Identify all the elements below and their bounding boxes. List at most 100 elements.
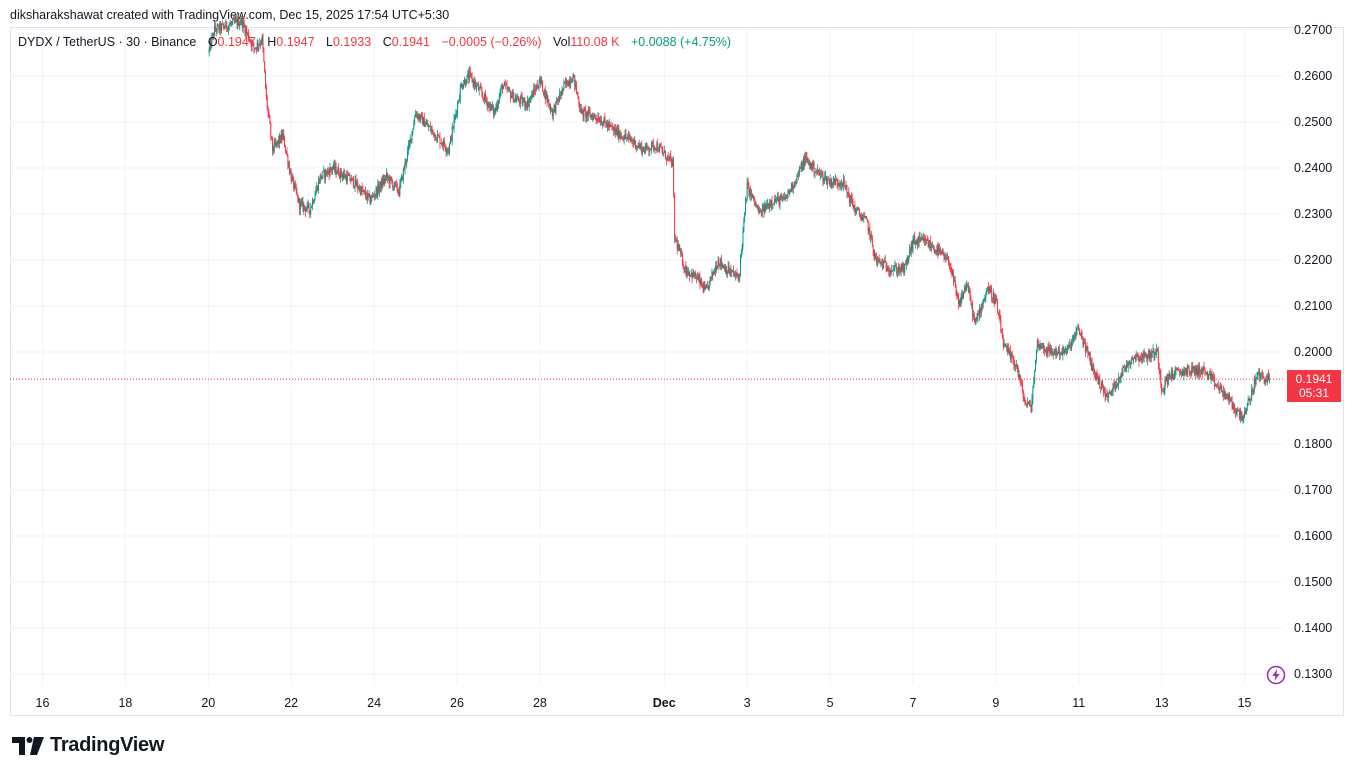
candle-body bbox=[841, 183, 843, 186]
candle-body bbox=[779, 198, 781, 206]
candle-body bbox=[1193, 366, 1195, 374]
candle-body bbox=[921, 237, 923, 239]
candle-body bbox=[502, 86, 504, 90]
candle-body bbox=[627, 136, 629, 139]
candle-body bbox=[469, 71, 471, 74]
candle-body bbox=[1236, 408, 1238, 413]
candle-body bbox=[945, 256, 947, 260]
candle-body bbox=[579, 104, 581, 109]
candle-body bbox=[624, 133, 626, 139]
candle-body bbox=[540, 77, 542, 83]
candle-body bbox=[258, 44, 260, 47]
candle-body bbox=[261, 35, 263, 43]
candle-body bbox=[818, 169, 820, 173]
legend-symbol[interactable]: DYDX / TetherUS · 30 · Binance bbox=[18, 35, 197, 49]
candle-body bbox=[228, 25, 230, 27]
y-tick-label: 0.2500 bbox=[1294, 115, 1332, 129]
candle-body bbox=[221, 23, 223, 25]
candle-body bbox=[568, 80, 570, 87]
candle-body bbox=[1127, 362, 1129, 368]
candle-body bbox=[964, 287, 966, 290]
candle-body bbox=[646, 144, 648, 147]
candle-body bbox=[296, 191, 298, 195]
candle-body bbox=[293, 177, 295, 189]
candle-body bbox=[889, 270, 891, 273]
y-tick-label: 0.1400 bbox=[1294, 621, 1332, 635]
lightning-icon[interactable] bbox=[1266, 665, 1286, 685]
y-tick-label: 0.1600 bbox=[1294, 529, 1332, 543]
candle-body bbox=[1043, 348, 1045, 351]
candle-body bbox=[943, 253, 945, 258]
candle-body bbox=[1016, 364, 1018, 369]
legend-close-value: 0.1941 bbox=[391, 35, 430, 49]
candle-body bbox=[570, 81, 572, 83]
candle-body bbox=[701, 285, 703, 287]
candle-body bbox=[676, 240, 678, 249]
tradingview-logo[interactable]: TradingView bbox=[12, 734, 164, 757]
candle-body bbox=[910, 242, 912, 253]
x-tick-label: 13 bbox=[1155, 696, 1169, 710]
candle-body bbox=[956, 294, 958, 296]
candle-body bbox=[734, 275, 736, 276]
candle-body bbox=[747, 182, 749, 185]
candle-body bbox=[1059, 353, 1061, 356]
candle-body bbox=[265, 87, 267, 97]
candle-body bbox=[674, 238, 676, 239]
candle-body bbox=[227, 26, 229, 31]
candle-body bbox=[738, 278, 740, 279]
candle-body bbox=[426, 123, 428, 125]
candle-body bbox=[718, 260, 720, 265]
candle-body bbox=[1054, 349, 1056, 352]
candle-body bbox=[840, 185, 842, 187]
candle-body bbox=[605, 121, 607, 125]
candle-body bbox=[337, 167, 339, 173]
candle-body bbox=[383, 178, 385, 185]
candle-body bbox=[274, 142, 276, 145]
candle-body bbox=[1180, 371, 1182, 374]
candle-body bbox=[656, 143, 658, 150]
candle-body bbox=[1264, 380, 1266, 383]
candle-body bbox=[722, 264, 724, 268]
candle-body bbox=[333, 163, 335, 170]
x-tick-label: 5 bbox=[827, 696, 834, 710]
candle-body bbox=[400, 180, 402, 184]
tradingview-logo-text: TradingView bbox=[50, 734, 165, 756]
candle-body bbox=[1048, 346, 1050, 350]
candle-body bbox=[975, 317, 977, 323]
candle-body bbox=[661, 148, 663, 151]
candle-body bbox=[1250, 400, 1252, 401]
candle-body bbox=[336, 172, 338, 175]
candle-body bbox=[516, 99, 518, 102]
candle-body bbox=[576, 91, 578, 94]
candle-body bbox=[286, 152, 288, 156]
candle-body bbox=[639, 145, 641, 148]
candle-body bbox=[1221, 385, 1223, 393]
candle-body bbox=[555, 101, 557, 112]
x-tick-label: 9 bbox=[992, 696, 999, 710]
candle-body bbox=[767, 203, 769, 206]
candle-body bbox=[662, 150, 664, 154]
candle-body bbox=[375, 188, 377, 195]
y-tick-label: 0.2000 bbox=[1294, 345, 1332, 359]
candle-body bbox=[794, 182, 796, 184]
candle-body bbox=[408, 142, 410, 145]
candle-body bbox=[1068, 344, 1070, 346]
candle-body bbox=[316, 185, 318, 191]
candle-body bbox=[759, 210, 761, 212]
candle-body bbox=[859, 214, 861, 217]
candle-body bbox=[1111, 390, 1113, 392]
candle-body bbox=[717, 260, 719, 268]
candle-body bbox=[643, 147, 645, 151]
candle-body bbox=[872, 245, 874, 251]
legend-change: −0.0005 (−0.26%) bbox=[441, 35, 542, 49]
candle-body bbox=[377, 184, 379, 196]
candle-body bbox=[686, 271, 688, 275]
candle-body bbox=[546, 93, 548, 102]
candle-body bbox=[963, 291, 965, 299]
candle-body bbox=[1079, 333, 1081, 335]
candle-body bbox=[498, 95, 500, 103]
candle-body bbox=[428, 126, 430, 128]
candle-body bbox=[217, 25, 219, 27]
candle-body bbox=[885, 262, 887, 268]
